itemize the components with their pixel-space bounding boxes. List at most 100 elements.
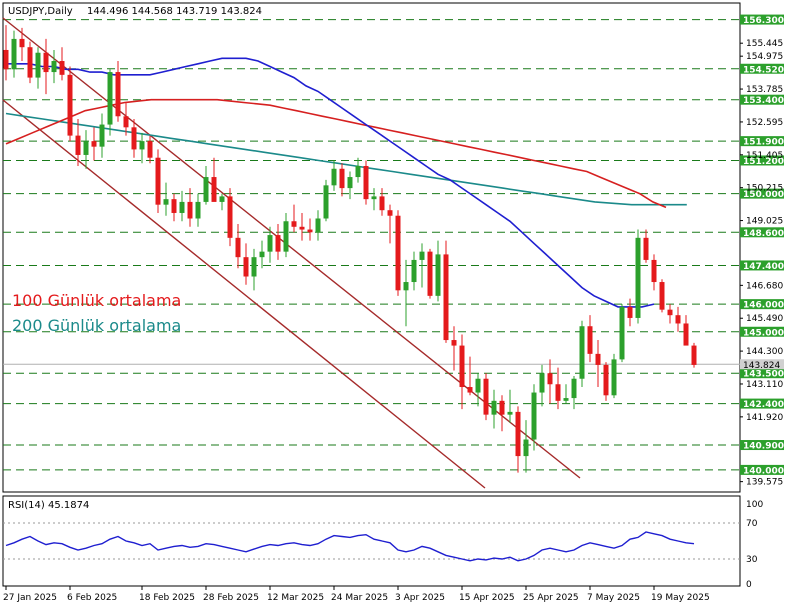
candle-body — [395, 215, 401, 291]
candle-body — [539, 373, 545, 393]
candle-body — [515, 411, 521, 457]
candle-body — [115, 72, 121, 117]
x-tick-label: 6 Feb 2025 — [67, 593, 117, 603]
candle-body — [147, 141, 153, 158]
candle-body — [459, 345, 465, 388]
level-label: 142.400 — [743, 400, 784, 410]
support-resistance-levels: 156.300 154.520 153.400 151.900 151.200 150.0… — [3, 14, 784, 476]
candle-body — [643, 237, 649, 260]
level-badge — [740, 188, 784, 199]
rsi-panel: 100 70 30 0 — [3, 500, 763, 590]
candle-body — [371, 196, 377, 200]
candle-body — [211, 177, 217, 202]
y-tick-label: 155.445 — [746, 39, 783, 49]
y-tick-label: 141.920 — [746, 413, 783, 423]
level-badge — [740, 227, 784, 238]
y-tick-label: 145.490 — [746, 314, 783, 324]
rsi-panel-frame — [2, 495, 741, 587]
candle-body — [251, 257, 257, 277]
level-badge — [740, 136, 784, 147]
level-label: 143.500 — [743, 370, 784, 380]
candle-body — [507, 411, 513, 415]
level-badge — [740, 368, 784, 379]
candle-body — [355, 166, 361, 178]
candle-body — [59, 61, 65, 75]
candle-body — [531, 392, 537, 440]
candle-body — [411, 259, 417, 283]
candle-body — [91, 141, 97, 147]
candle-body — [131, 127, 137, 150]
current-price-label: 143.824 — [743, 361, 780, 371]
candle-body — [307, 229, 313, 233]
level-label: 153.400 — [743, 96, 784, 106]
channel-lower-line — [2, 99, 486, 489]
candle-body — [67, 74, 73, 136]
level-badge — [740, 63, 784, 74]
candle-body — [499, 400, 505, 415]
candle-body — [547, 373, 553, 385]
candle-body — [571, 378, 577, 399]
x-tick-label: 27 Jan 2025 — [3, 593, 57, 603]
candle-body — [627, 306, 633, 318]
level-badge — [740, 260, 784, 271]
candle-body — [323, 185, 329, 219]
candle-body — [51, 61, 57, 73]
candle-body — [675, 315, 681, 324]
price-axis: 155.445 154.975 153.785 152.595 151.405 150.2… — [740, 39, 783, 488]
candle-body — [107, 72, 113, 125]
y-tick-label: 139.575 — [746, 478, 783, 488]
candle-body — [523, 439, 529, 457]
candle-body — [331, 168, 337, 186]
candle-body — [467, 387, 473, 393]
rsi-tick-label: 0 — [746, 580, 752, 590]
candle-body — [27, 47, 33, 78]
y-tick-label: 144.300 — [746, 347, 783, 357]
candle-body — [579, 326, 585, 379]
level-badge — [740, 14, 784, 25]
candle-body — [291, 221, 297, 227]
chart-header-symbol: USDJPY,Daily — [8, 6, 73, 17]
candlesticks — [3, 25, 697, 473]
candle-body — [283, 221, 289, 252]
candle-body — [363, 166, 369, 200]
candle-body — [195, 201, 201, 219]
rsi-tick-label: 100 — [746, 500, 763, 510]
candle-body — [187, 201, 193, 219]
level-badge — [740, 440, 784, 451]
candle-body — [491, 400, 497, 415]
candle-body — [163, 199, 169, 205]
x-tick-label: 12 Mar 2025 — [267, 593, 324, 603]
ma-200-annotation: 200 Günlük ortalama — [12, 316, 181, 335]
candle-body — [659, 282, 665, 310]
candle-body — [603, 364, 609, 396]
candle-body — [275, 235, 281, 252]
y-tick-label: 154.975 — [746, 52, 783, 62]
candle-body — [427, 251, 433, 296]
y-tick-label: 150.215 — [746, 184, 783, 194]
candle-body — [651, 259, 657, 283]
candle-body — [235, 237, 241, 258]
level-badge — [740, 155, 784, 166]
y-tick-label: 143.110 — [746, 380, 783, 390]
rsi-line — [5, 531, 695, 562]
level-label: 148.600 — [743, 229, 784, 239]
candle-body — [35, 52, 41, 78]
candle-body — [635, 237, 641, 318]
ma-100-annotation: 100 Günlük ortalama — [12, 291, 181, 310]
level-label: 145.000 — [743, 328, 784, 338]
candle-body — [219, 196, 225, 202]
candle-body — [267, 235, 273, 252]
candle-body — [179, 201, 185, 213]
candle-body — [11, 38, 17, 70]
level-badge — [740, 326, 784, 337]
rsi-tick-label: 30 — [746, 555, 758, 565]
level-label: 156.300 — [743, 16, 784, 26]
candle-body — [619, 306, 625, 360]
candle-body — [611, 359, 617, 396]
y-tick-label: 153.785 — [746, 85, 783, 95]
chart-header-ohlc: 144.496 144.568 143.719 143.824 — [87, 6, 262, 17]
rsi-label: RSI(14) 45.1874 — [8, 500, 89, 511]
candle-body — [563, 398, 569, 401]
